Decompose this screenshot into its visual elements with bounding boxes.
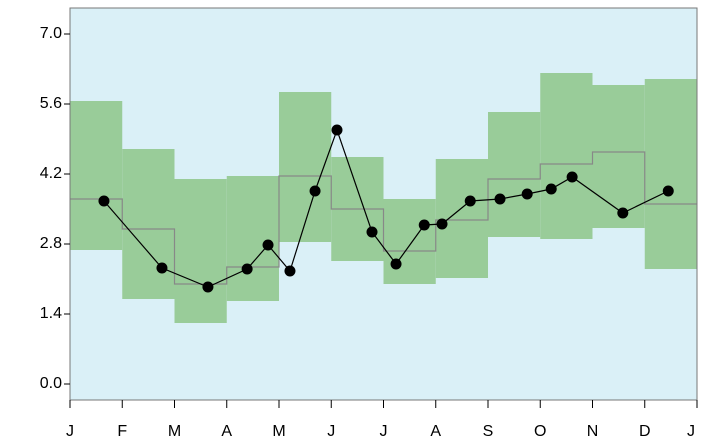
range-band <box>383 199 436 284</box>
y-tick-label: 5.6 <box>40 95 62 112</box>
x-tick-label: M <box>272 423 285 440</box>
data-point <box>418 219 430 231</box>
data-point <box>545 183 557 195</box>
range-band <box>540 73 593 239</box>
data-point <box>98 195 110 207</box>
data-point <box>331 124 343 136</box>
x-tick-label: N <box>587 423 599 440</box>
y-tick-label: 2.8 <box>40 235 62 252</box>
y-tick-label: 1.4 <box>40 305 62 322</box>
range-band <box>488 112 541 237</box>
data-point <box>464 195 476 207</box>
range-band <box>435 159 488 278</box>
data-point <box>241 263 253 275</box>
range-band <box>122 149 175 299</box>
x-tick-label: F <box>117 423 127 440</box>
x-tick-label: M <box>168 423 181 440</box>
x-tick-label: J <box>66 423 74 440</box>
data-point <box>284 265 296 277</box>
range-band <box>226 176 279 301</box>
y-tick-label: 0.0 <box>40 375 62 392</box>
x-tick-label: J <box>327 423 335 440</box>
x-tick-label: D <box>639 423 651 440</box>
range-band <box>279 92 332 242</box>
data-point <box>617 207 629 219</box>
x-tick-label: S <box>483 423 494 440</box>
x-tick-label: J <box>687 423 695 440</box>
data-point <box>521 188 533 200</box>
range-band <box>644 79 697 269</box>
data-point <box>309 185 321 197</box>
y-tick-label: 7.0 <box>40 25 62 42</box>
range-band <box>70 101 123 250</box>
median-step <box>70 151 697 285</box>
data-point <box>202 281 214 293</box>
range-band <box>174 179 227 323</box>
range-band <box>592 85 645 228</box>
x-tick-label: A <box>221 423 232 440</box>
data-point <box>566 171 578 183</box>
data-point <box>156 262 168 274</box>
data-point <box>436 218 448 230</box>
data-point <box>662 185 674 197</box>
x-tick-label: J <box>380 423 388 440</box>
data-point <box>494 193 506 205</box>
data-point <box>262 239 274 251</box>
x-tick-label: O <box>534 423 546 440</box>
data-point <box>390 258 402 270</box>
data-point <box>366 226 378 238</box>
y-tick-label: 4.2 <box>40 165 62 182</box>
x-tick-label: A <box>430 423 441 440</box>
